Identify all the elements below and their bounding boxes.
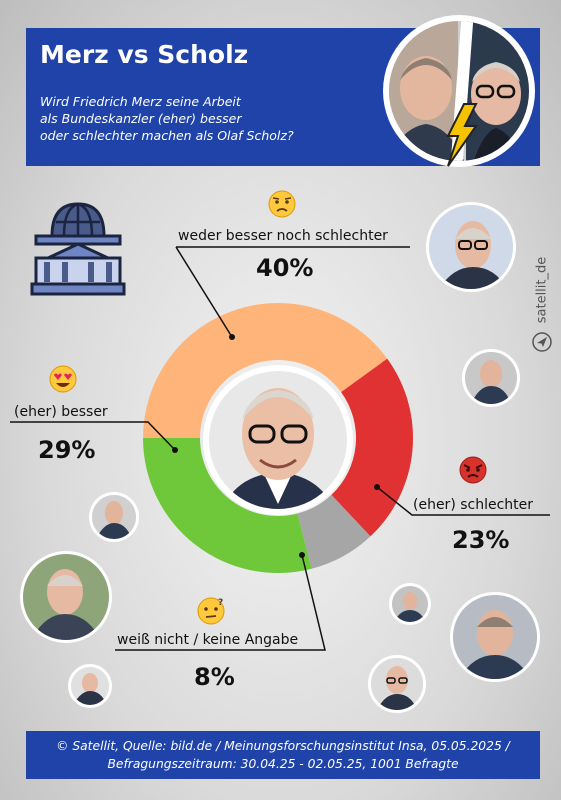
portrait-scholz-right-1 xyxy=(462,349,520,407)
better-dot xyxy=(172,447,178,453)
question-line-2: als Bundeskanzler (eher) besser xyxy=(40,111,242,126)
label-neutral: weder besser noch schlechter xyxy=(178,228,388,244)
portrait-merz-left-small xyxy=(68,664,112,708)
portrait-merz-bottom-right xyxy=(368,655,426,713)
portrait-scholz-right-large xyxy=(450,592,540,682)
source-footer: © Satellit, Quelle: bild.de / Meinungsfo… xyxy=(26,731,540,779)
thinking-face-icon: ? xyxy=(197,597,225,625)
donut-chart xyxy=(143,303,413,573)
better-leader xyxy=(10,421,176,451)
center-portrait xyxy=(203,365,353,515)
header-portraits xyxy=(383,15,535,167)
pct-better: 29% xyxy=(38,436,96,464)
watermark-text: satellit_de xyxy=(534,256,550,324)
worse-dot xyxy=(374,484,380,490)
footer-line-1: © Satellit, Quelle: bild.de / Meinungsfo… xyxy=(56,739,510,753)
pct-neutral: 40% xyxy=(256,254,314,282)
slice-better xyxy=(143,438,312,573)
survey-question: Wird Friedrich Merz seine Arbeit als Bun… xyxy=(40,93,340,144)
slice-unknown xyxy=(297,494,371,569)
worried-face-icon xyxy=(268,190,296,218)
pct-worse: 23% xyxy=(452,526,510,554)
reichstag-icon xyxy=(30,202,126,296)
portrait-merz-left-large xyxy=(20,551,112,643)
question-line-1: Wird Friedrich Merz seine Arbeit xyxy=(40,94,241,109)
unknown-dot xyxy=(299,552,305,558)
angry-face-icon xyxy=(459,456,487,484)
question-line-3: oder schlechter machen als Olaf Scholz? xyxy=(40,128,294,143)
label-better: (eher) besser xyxy=(14,404,108,420)
portrait-merz-top-right xyxy=(426,202,516,292)
unknown-leader xyxy=(115,554,326,651)
svg-text:?: ? xyxy=(218,598,223,608)
lightning-icon xyxy=(446,103,478,167)
portrait-scholz-right-2 xyxy=(389,583,431,625)
page-title: Merz vs Scholz xyxy=(40,40,249,69)
slice-neutral xyxy=(143,303,388,438)
heart-eyes-face-icon xyxy=(49,365,77,393)
label-unknown: weiß nicht / keine Angabe xyxy=(117,632,299,648)
slice-worse xyxy=(331,358,413,537)
portrait-scholz-left-1 xyxy=(89,492,139,542)
neutral-dot xyxy=(229,334,235,340)
footer-line-2: Befragungszeitraum: 30.04.25 - 02.05.25,… xyxy=(107,757,459,771)
pct-unknown: 8% xyxy=(194,663,235,691)
worse-leader xyxy=(376,486,550,516)
send-icon xyxy=(532,332,552,352)
label-worse: (eher) schlechter xyxy=(413,497,534,513)
neutral-leader xyxy=(175,246,233,338)
